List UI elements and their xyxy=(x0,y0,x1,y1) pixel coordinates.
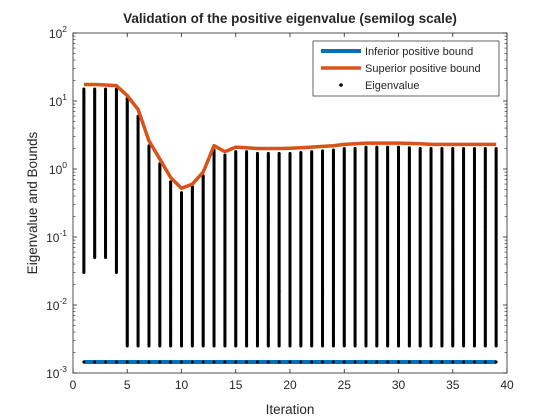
x-tick-label: 15 xyxy=(229,378,243,392)
y-tick-label: 10-2 xyxy=(46,296,67,313)
series-eigenvalue-markers xyxy=(82,87,498,364)
eigenvalue-point xyxy=(169,180,173,184)
eigenvalue-point xyxy=(180,360,183,364)
eigenvalue-point xyxy=(190,360,194,364)
eigenvalue-point xyxy=(169,360,173,364)
x-tick-label: 0 xyxy=(70,378,77,392)
eigenvalue-point xyxy=(255,151,259,155)
eigenvalue-point xyxy=(93,87,97,91)
eigenvalue-point xyxy=(201,360,205,364)
plot-area: 0 5 10 15 20 25 30 35 4010-310-210-1100101102Inf… xyxy=(46,24,514,392)
eigenvalue-point xyxy=(299,360,303,364)
eigenvalue-point xyxy=(266,151,270,155)
x-tick-label: 40 xyxy=(500,378,514,392)
eigenvalue-point xyxy=(136,360,140,364)
x-tick-label: 20 xyxy=(283,378,297,392)
eigenvalue-point xyxy=(223,153,227,157)
eigenvalue-point xyxy=(93,360,97,364)
x-tick-label: 30 xyxy=(392,378,406,392)
x-tick-label: 25 xyxy=(338,378,352,392)
eigenvalue-point xyxy=(234,360,238,364)
series-group xyxy=(82,82,498,365)
eigenvalue-point xyxy=(266,360,270,364)
y-tick-label: 101 xyxy=(49,92,67,109)
eigenvalue-point xyxy=(82,87,86,91)
eigenvalue-point xyxy=(277,151,281,155)
y-tick-label: 10-3 xyxy=(46,364,67,381)
y-tick-label: 100 xyxy=(49,160,67,177)
eigenvalue-point xyxy=(212,360,216,364)
eigenvalue-point xyxy=(180,191,183,195)
eigenvalue-point xyxy=(125,360,129,364)
y-tick-label: 10-1 xyxy=(46,228,67,245)
eigenvalue-point xyxy=(255,360,259,364)
eigenvalue-point xyxy=(234,150,238,154)
y-tick-label: 102 xyxy=(49,24,67,41)
eigenvalue-point xyxy=(114,360,118,364)
x-tick-label: 10 xyxy=(175,378,189,392)
x-tick-label: 35 xyxy=(446,378,460,392)
eigenvalue-point xyxy=(223,360,227,364)
chart-title: Validation of the positive eigenvalue (s… xyxy=(123,11,457,26)
eigenvalue-point xyxy=(299,150,303,154)
eigenvalue-point xyxy=(277,360,281,364)
x-tick-label: 5 xyxy=(124,378,131,392)
eigenvalue-point xyxy=(245,360,249,364)
eigenvalue-point xyxy=(104,360,108,364)
eigenvalue-point xyxy=(104,87,108,91)
eigenvalue-point xyxy=(147,360,151,364)
eigenvalue-point xyxy=(288,151,292,155)
eigenvalue-point xyxy=(288,360,292,364)
eigenvalue-point xyxy=(82,360,86,364)
eigenvalue-point xyxy=(245,150,249,154)
eigenvalue-point xyxy=(158,360,162,364)
